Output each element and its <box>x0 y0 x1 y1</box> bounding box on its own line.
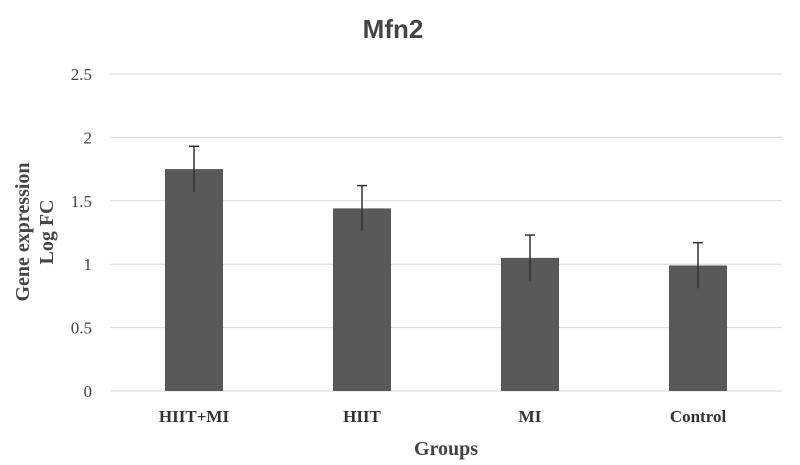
y-axis-label: Gene expression Log FC <box>12 162 58 301</box>
y-tick-label: 0.5 <box>71 319 92 338</box>
y-tick-label: 1.5 <box>71 192 92 211</box>
y-tick-label: 2.5 <box>71 65 92 84</box>
x-category-label: HIIT+MI <box>159 407 230 426</box>
error-bars <box>189 145 703 289</box>
y-tick-label: 2 <box>84 128 93 147</box>
x-category-labels: HIIT+MI HIIT MI Control <box>159 407 727 426</box>
y-axis-label-line1: Gene expression <box>12 162 34 301</box>
bars <box>165 169 727 391</box>
y-tick-label: 1 <box>84 255 93 274</box>
x-axis-label: Groups <box>414 438 478 460</box>
x-category-label: HIIT <box>343 407 381 426</box>
x-category-label: Control <box>670 407 727 426</box>
x-category-label: MI <box>519 407 542 426</box>
bar <box>333 208 391 391</box>
y-tick-labels: 0 0.5 1 1.5 2 2.5 <box>71 65 92 401</box>
y-tick-label: 0 <box>84 382 93 401</box>
y-axis-label-line2: Log FC <box>36 200 58 265</box>
chart-title: Mfn2 <box>363 14 424 44</box>
bar <box>165 169 223 391</box>
